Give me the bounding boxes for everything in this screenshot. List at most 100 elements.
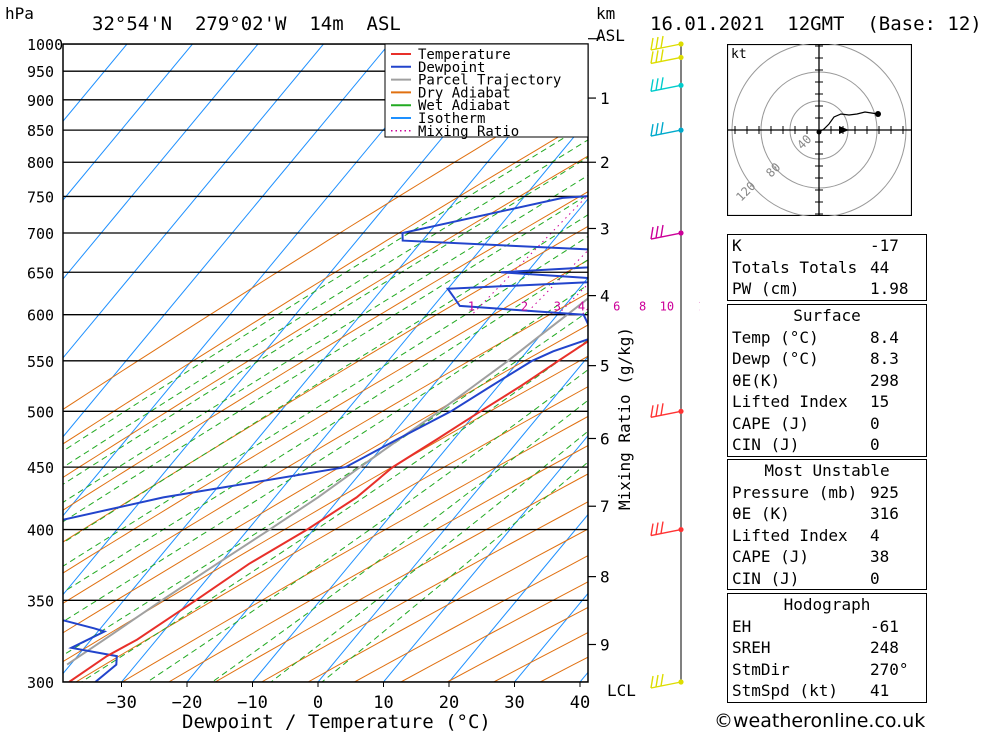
wet-adiabat-line: [63, 122, 588, 452]
hpa-unit-label: hPa: [5, 4, 34, 23]
background-lines: [63, 18, 700, 719]
pressure-tick-label: 300: [27, 674, 54, 692]
dry-adiabat-line: [63, 80, 588, 410]
mixing-ratio-label: 10: [660, 300, 674, 314]
dry-adiabat-line: [63, 118, 588, 445]
surface-lifted-label: Lifted Index: [732, 392, 848, 411]
totals-value: 44: [870, 257, 890, 277]
wet-adiabat-line: [63, 214, 588, 544]
legend-mixing-ratio-label: Mixing Ratio: [418, 124, 519, 140]
pw-value: 1.98: [870, 279, 909, 298]
height-tick-label: 9: [600, 635, 610, 654]
height-tick-label: 8: [600, 568, 610, 587]
wet-adiabat-line: [63, 139, 588, 468]
legend-wet-adiabat-label: Wet Adiabat: [418, 98, 511, 114]
pressure-tick-label: 700: [27, 225, 54, 243]
stmdir-label: StmDir: [732, 659, 790, 679]
surface-title: Surface: [793, 306, 861, 325]
temperature-tick-label: 10: [373, 693, 393, 713]
surface-theta-label: θE(K): [732, 370, 781, 390]
height-axis: 9 8 7 6 5 4 3 2 1: [588, 38, 610, 654]
mu-pressure-value: 925: [870, 482, 899, 502]
isotherm-line: [63, 44, 194, 201]
pressure-tick-label: 900: [27, 92, 54, 110]
mixing-ratio-label: 15: [698, 300, 700, 314]
eh-label: EH: [732, 616, 752, 636]
pressure-tick-label: 1000: [27, 36, 63, 54]
stmspd-label: StmSpd (kt): [732, 681, 838, 700]
mixing-ratio-label: 8: [639, 300, 646, 314]
mixing-ratio-line: [524, 249, 588, 316]
temperature-axis: −30 −20 −10 0 10 20 30 40: [106, 682, 590, 713]
height-tick-label: 4: [600, 287, 610, 306]
hodograph-table-title: Hodograph: [783, 595, 871, 614]
stmdir-value: 270°: [870, 659, 909, 679]
temperature-tick-label: 30: [504, 693, 524, 713]
wind-barb: [650, 224, 682, 240]
hodograph-trace: [818, 111, 879, 133]
credit-link[interactable]: ©weatheronline.co.uk: [714, 710, 926, 732]
surface-temp-value: 8.4: [870, 327, 899, 347]
indices-panel: K -17 Totals Totals 44 PW (cm) 1.98: [727, 234, 927, 301]
wet-adiabat-line: [63, 311, 588, 656]
mixing-ratio-label: 2: [521, 300, 528, 314]
isotherm-line: [317, 355, 588, 682]
dry-adiabat-line: [260, 501, 588, 682]
wind-barb: [650, 49, 682, 65]
pressure-tick-label: 500: [27, 403, 54, 421]
eh-value: -61: [870, 616, 899, 636]
wet-adiabat-line: [270, 430, 588, 682]
dry-adiabat-line: [63, 225, 588, 543]
mu-theta-label: θE (K): [732, 504, 790, 523]
dry-adiabat-line: [63, 155, 588, 479]
mixing-ratio-line: [617, 44, 700, 315]
height-tick-label: 3: [600, 219, 610, 238]
mixing-ratio-axis-label: Mixing Ratio (g/kg): [615, 327, 634, 510]
surface-temp-label: Temp (°C): [732, 327, 819, 347]
lcl-label: LCL: [607, 681, 636, 700]
temperature-tick-label: 40: [570, 693, 590, 713]
surface-lifted-value: 15: [870, 392, 890, 411]
temperature-line: [68, 340, 588, 682]
temperature-tick-label: −10: [237, 693, 268, 713]
isotherm-line: [63, 44, 456, 517]
sounding-series: [63, 195, 588, 682]
height-tick-label: 2: [600, 153, 610, 172]
pressure-tick-label: 400: [27, 522, 54, 540]
temperature-tick-label: 20: [439, 693, 459, 713]
skewt-chart: 3003504004505005506006507007508008509009…: [27, 18, 700, 733]
pw-label: PW (cm): [732, 279, 800, 298]
hodograph-unit: kt: [731, 47, 747, 62]
surface-cape-label: CAPE (J): [732, 413, 810, 433]
height-tick-label: 7: [600, 497, 610, 516]
height-tick-label: 6: [600, 429, 610, 448]
isotherm-line: [63, 44, 259, 280]
isotherm-line: [63, 44, 325, 359]
surface-theta-value: 298: [870, 370, 899, 390]
legend-temperature-label: Temperature: [418, 47, 511, 63]
wet-adiabat-line: [63, 174, 588, 503]
wet-adiabat-line: [81, 339, 588, 682]
wet-adiabat-line: [63, 193, 588, 523]
height-tick-label: 1: [600, 89, 610, 108]
datetime-title: 16.01.2021 12GMT (Base: 12): [650, 13, 982, 35]
wind-barbs: [650, 35, 684, 689]
dry-adiabat-line: [63, 259, 588, 574]
sreh-value: 248: [870, 638, 899, 657]
k-value: -17: [870, 236, 899, 255]
hodograph-start-dot: [816, 129, 822, 135]
dry-adiabat-line: [698, 18, 700, 719]
pressure-tick-label: 450: [27, 459, 54, 477]
wet-adiabat-line: [147, 369, 588, 682]
dry-adiabat-line: [63, 324, 588, 634]
pressure-axis: 300 350 400 450 500 550 600 650 700 750 800 850 900 9…: [27, 36, 63, 692]
dry-adiabat-line: [167, 444, 588, 682]
dry-adiabat-line: [63, 191, 588, 511]
dry-adiabat-line: [653, 18, 700, 719]
surface-cin-label: CIN (J): [732, 435, 800, 454]
surface-cape-value: 0: [870, 413, 880, 433]
surface-panel: Surface Temp (°C) 8.4 Dewp (°C) 8.3 θE(K) 2…: [727, 304, 927, 457]
dry-adiabat-line: [74, 386, 588, 682]
mu-cin-label: CIN (J): [732, 568, 800, 588]
